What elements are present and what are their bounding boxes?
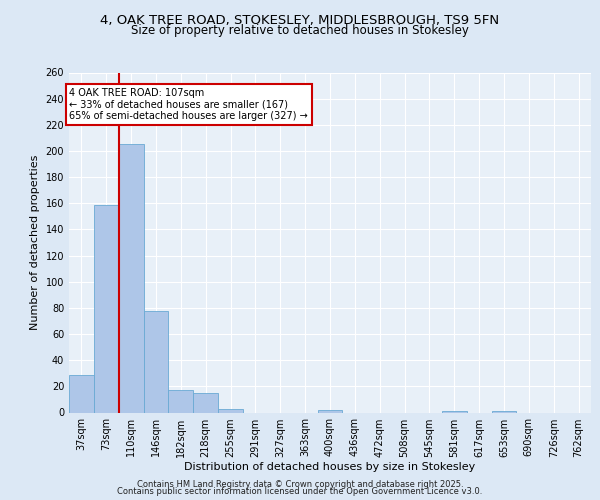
Text: Size of property relative to detached houses in Stokesley: Size of property relative to detached ho… bbox=[131, 24, 469, 37]
Text: Contains public sector information licensed under the Open Government Licence v3: Contains public sector information licen… bbox=[118, 488, 482, 496]
X-axis label: Distribution of detached houses by size in Stokesley: Distribution of detached houses by size … bbox=[184, 462, 476, 472]
Text: 4, OAK TREE ROAD, STOKESLEY, MIDDLESBROUGH, TS9 5FN: 4, OAK TREE ROAD, STOKESLEY, MIDDLESBROU… bbox=[100, 14, 500, 27]
Bar bbox=[94, 204, 119, 412]
Text: 4 OAK TREE ROAD: 107sqm
← 33% of detached houses are smaller (167)
65% of semi-d: 4 OAK TREE ROAD: 107sqm ← 33% of detache… bbox=[70, 88, 308, 122]
Bar bbox=[442, 411, 467, 412]
Bar bbox=[193, 393, 218, 412]
Bar bbox=[317, 410, 343, 412]
Bar bbox=[143, 310, 169, 412]
Bar bbox=[218, 408, 243, 412]
Text: Contains HM Land Registry data © Crown copyright and database right 2025.: Contains HM Land Registry data © Crown c… bbox=[137, 480, 463, 489]
Bar bbox=[169, 390, 193, 412]
Bar bbox=[69, 374, 94, 412]
Bar bbox=[119, 144, 143, 412]
Bar bbox=[491, 411, 517, 412]
Y-axis label: Number of detached properties: Number of detached properties bbox=[30, 155, 40, 330]
